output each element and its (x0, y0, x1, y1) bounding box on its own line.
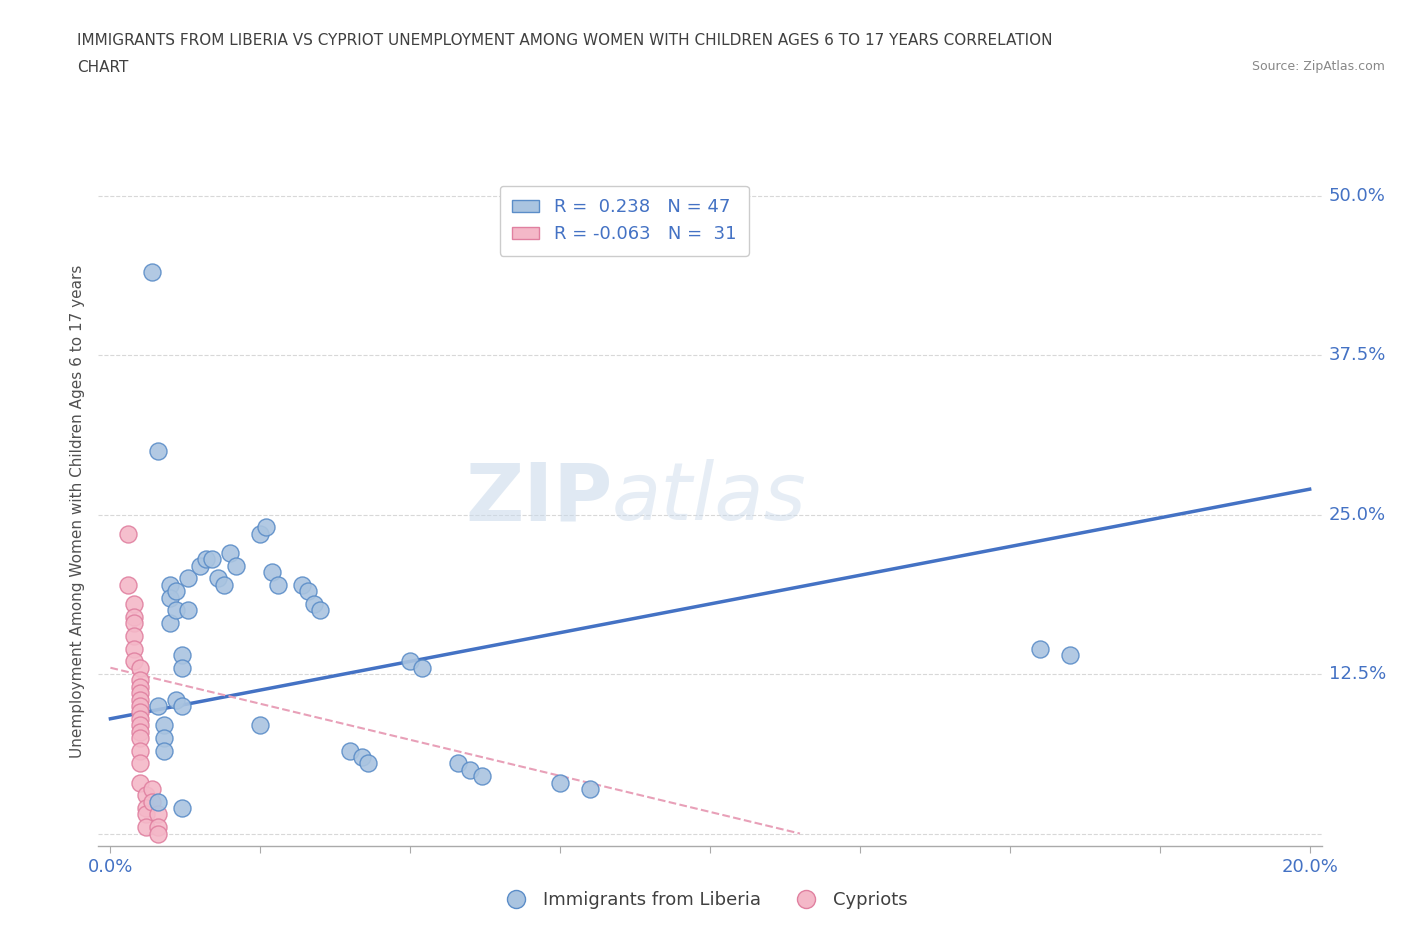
Point (129, 718, 152, 733)
Point (357, 756, 380, 771)
Text: atlas: atlas (612, 459, 807, 538)
Point (129, 685, 152, 700)
Point (304, 596, 326, 611)
Point (153, 730, 176, 745)
Point (411, 660, 433, 675)
Point (129, 730, 152, 745)
Point (159, 616, 181, 631)
Point (447, 756, 470, 771)
Point (471, 769, 494, 784)
Point (291, 578, 314, 592)
Point (254, 520, 277, 535)
Text: 12.5%: 12.5% (1329, 665, 1386, 684)
Point (135, 807, 157, 822)
Point (135, 801, 157, 816)
Point (352, 750, 374, 764)
Point (129, 692, 152, 707)
Point (309, 603, 332, 618)
Text: CHART: CHART (77, 60, 129, 75)
Point (165, 692, 187, 707)
Point (129, 743, 152, 758)
Point (172, 801, 194, 816)
Point (117, 526, 139, 541)
Point (129, 711, 152, 726)
Point (129, 705, 152, 720)
Text: 25.0%: 25.0% (1329, 506, 1386, 524)
Point (165, 584, 187, 599)
Point (129, 775, 152, 790)
Point (458, 763, 481, 777)
Point (124, 641, 146, 656)
Point (177, 603, 200, 618)
Point (172, 647, 194, 662)
Legend: R =  0.238   N = 47, R = -0.063   N =  31: R = 0.238 N = 47, R = -0.063 N = 31 (499, 186, 749, 256)
Point (225, 558, 247, 573)
Point (1029, 641, 1052, 656)
Point (124, 596, 146, 611)
Point (339, 743, 361, 758)
Point (124, 654, 146, 669)
Point (207, 571, 229, 586)
Point (148, 444, 170, 458)
Point (124, 629, 146, 644)
Point (153, 718, 176, 733)
Text: 37.5%: 37.5% (1329, 346, 1386, 365)
Point (135, 788, 157, 803)
Point (579, 781, 602, 796)
Y-axis label: Unemployment Among Women with Children Ages 6 to 17 years: Unemployment Among Women with Children A… (69, 265, 84, 758)
Point (148, 794, 170, 809)
Point (214, 578, 236, 592)
Point (148, 807, 170, 822)
Point (141, 781, 163, 796)
Point (159, 591, 181, 605)
Point (548, 775, 571, 790)
Point (129, 724, 152, 739)
Point (172, 660, 194, 675)
Point (188, 558, 211, 573)
Point (148, 698, 170, 713)
Legend: Immigrants from Liberia, Cypriots: Immigrants from Liberia, Cypriots (491, 884, 915, 916)
Point (129, 680, 152, 695)
Point (148, 826, 170, 841)
Point (201, 551, 224, 566)
Text: 50.0%: 50.0% (1329, 187, 1385, 205)
Point (165, 603, 187, 618)
Point (153, 743, 176, 758)
Point (267, 578, 290, 592)
Point (148, 819, 170, 834)
Text: IMMIGRANTS FROM LIBERIA VS CYPRIOT UNEMPLOYMENT AMONG WOMEN WITH CHILDREN AGES 6: IMMIGRANTS FROM LIBERIA VS CYPRIOT UNEMP… (77, 33, 1053, 47)
Point (117, 578, 139, 592)
Point (124, 616, 146, 631)
Point (129, 698, 152, 713)
Point (249, 718, 271, 733)
Point (177, 571, 200, 586)
Point (129, 660, 152, 675)
Point (399, 654, 422, 669)
Point (129, 756, 152, 771)
Text: Source: ZipAtlas.com: Source: ZipAtlas.com (1251, 60, 1385, 73)
Point (172, 698, 194, 713)
Point (141, 265, 163, 280)
Point (262, 565, 284, 579)
Point (249, 526, 271, 541)
Point (195, 551, 218, 566)
Point (159, 578, 181, 592)
Point (129, 673, 152, 688)
Point (297, 584, 319, 599)
Point (135, 819, 157, 834)
Text: ZIP: ZIP (465, 459, 612, 538)
Point (124, 609, 146, 624)
Point (1059, 647, 1081, 662)
Point (141, 794, 163, 809)
Point (219, 546, 242, 561)
